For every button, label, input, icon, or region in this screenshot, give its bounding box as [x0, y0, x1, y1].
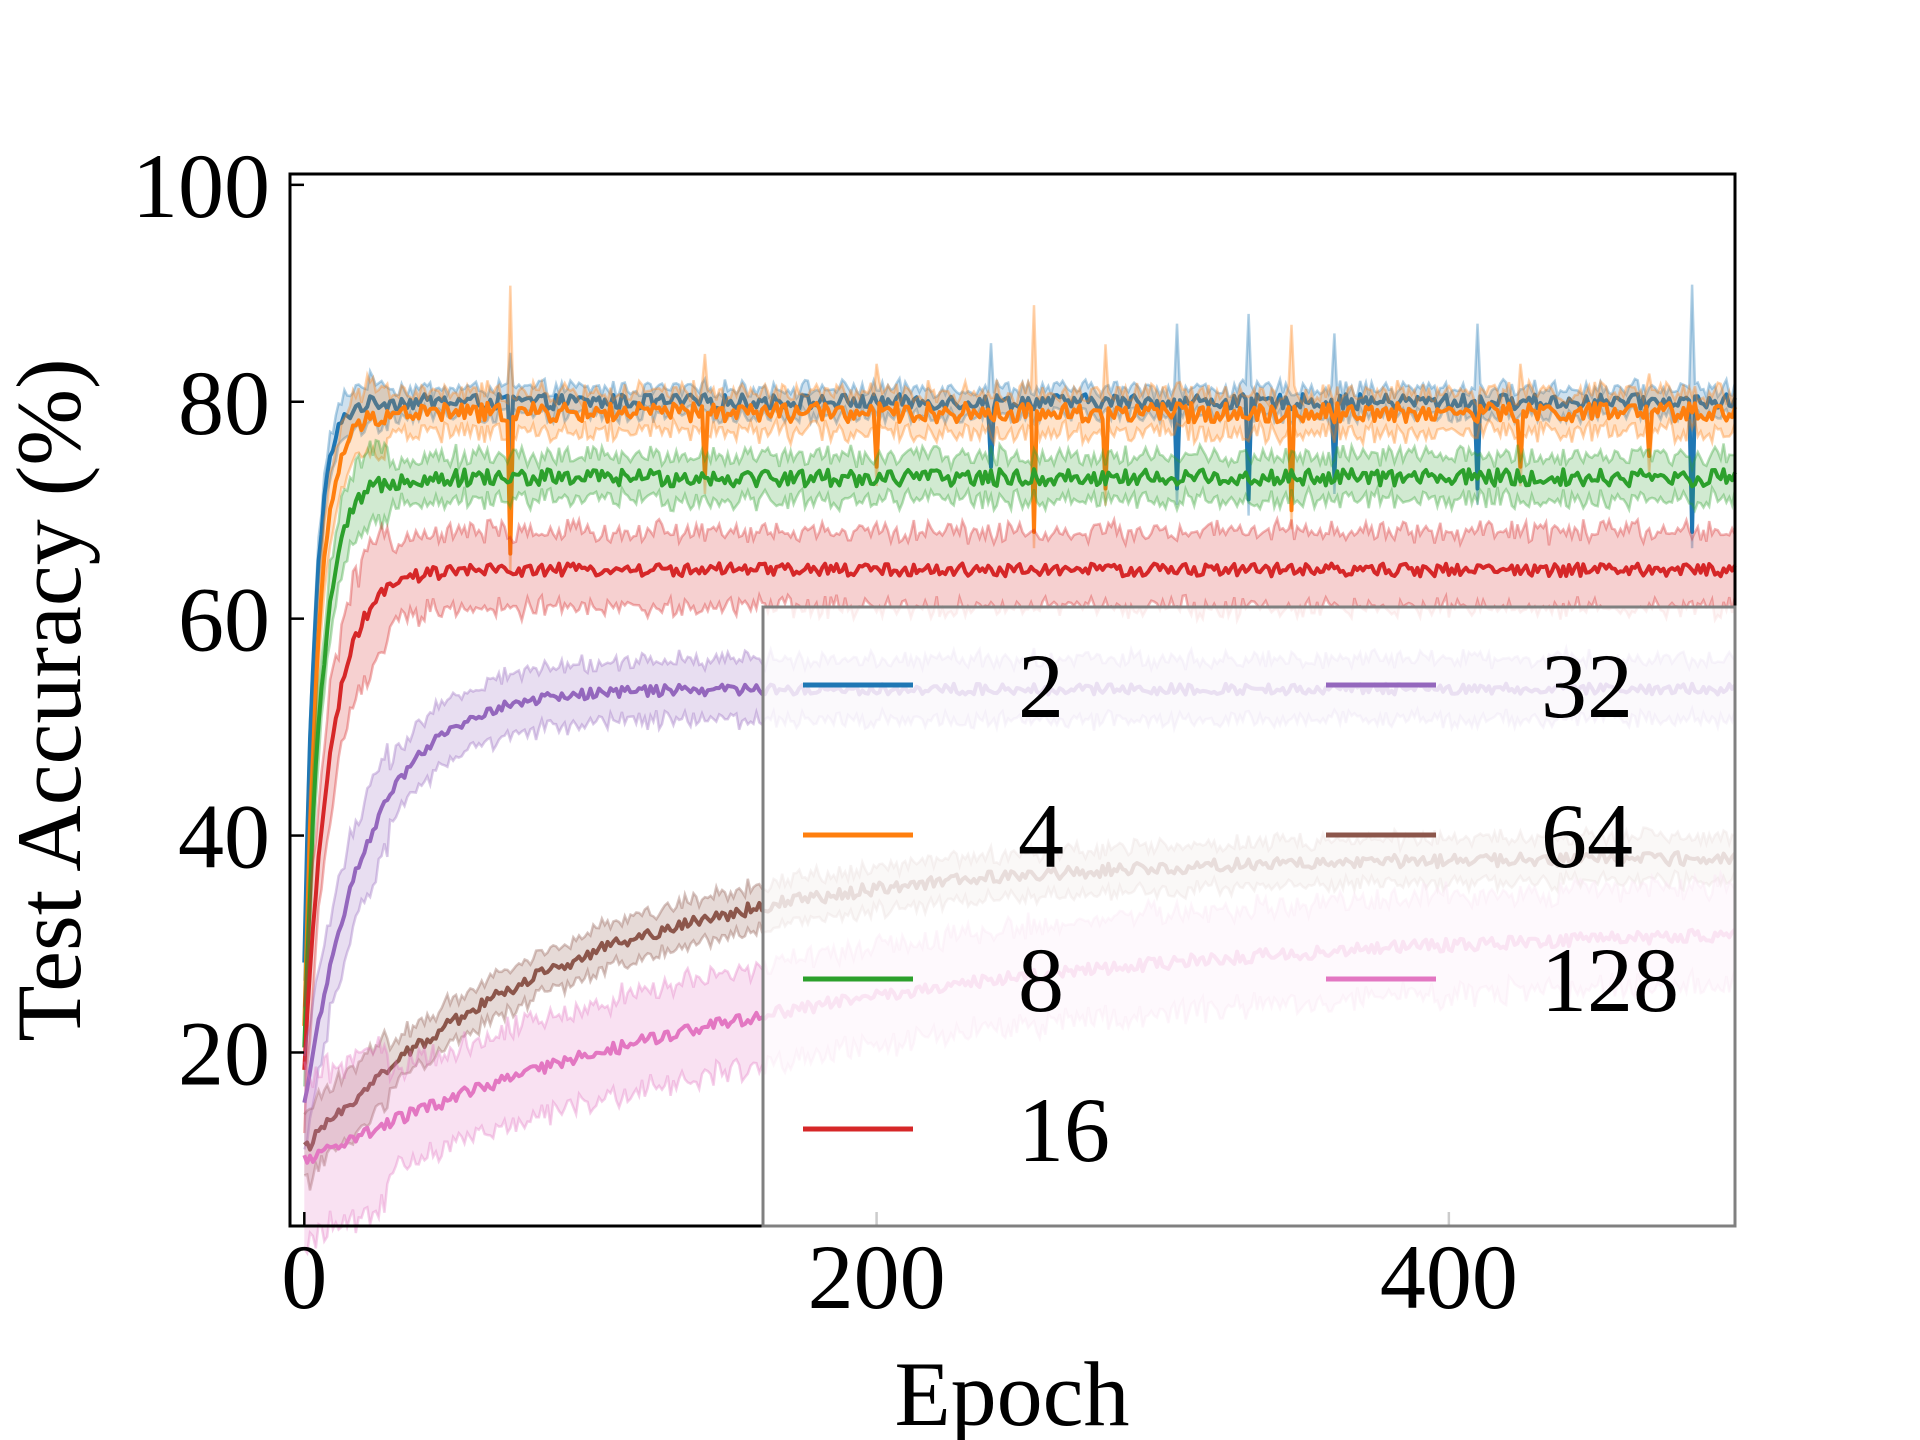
legend-label-8: 8: [1018, 929, 1064, 1031]
legend-box: [761, 605, 1737, 1228]
legend-label-32: 32: [1541, 635, 1633, 737]
series-8: [302, 438, 1737, 1087]
band-upper-16: [303, 514, 1737, 1007]
band-64: [304, 827, 1735, 1191]
legend-item-16: 16: [803, 1079, 1110, 1181]
legend-item-128: 128: [1326, 929, 1679, 1031]
line-8: [302, 467, 1737, 1048]
x-axis-label: Epoch: [894, 1343, 1129, 1440]
legend-item-32: 32: [1326, 635, 1633, 737]
y-tick-label-60: 60: [178, 569, 270, 671]
legend-item-8: 8: [803, 929, 1064, 1031]
band-16: [304, 518, 1735, 1134]
y-axis-label: Test Accuracy (%): [0, 358, 100, 1041]
y-tick-label-20: 20: [178, 1002, 270, 1104]
x-tick-label-200: 200: [808, 1226, 946, 1328]
band-upper-8: [303, 438, 1736, 1009]
legend-item-4: 4: [803, 785, 1064, 887]
band-upper-4: [303, 285, 1737, 1001]
band-upper-2: [303, 284, 1737, 945]
legend-label-16: 16: [1018, 1079, 1110, 1181]
y-tick-label-40: 40: [178, 786, 270, 888]
legend: 2 4 8 16 32 64 128: [761, 605, 1737, 1228]
x-tick-label-400: 400: [1380, 1226, 1518, 1328]
legend-item-64: 64: [1326, 785, 1633, 887]
line-4: [302, 400, 1737, 1026]
legend-label-2: 2: [1018, 635, 1064, 737]
band-lower-8: [303, 483, 1737, 1087]
legend-label-128: 128: [1541, 929, 1679, 1031]
line-16: [302, 561, 1737, 1071]
band-lower-2: [303, 401, 1737, 981]
series-4: [302, 285, 1737, 1051]
legend-label-64: 64: [1541, 785, 1633, 887]
band-lower-4: [303, 415, 1737, 1051]
y-tick-label-100: 100: [132, 135, 270, 237]
legend-item-2: 2: [803, 635, 1064, 737]
y-tick-label-80: 80: [178, 352, 270, 454]
legend-label-4: 4: [1018, 785, 1064, 887]
x-tick-label-0: 0: [281, 1226, 327, 1328]
ticks-layer: 0 200 400 20 40 60 80 100: [132, 135, 1518, 1328]
